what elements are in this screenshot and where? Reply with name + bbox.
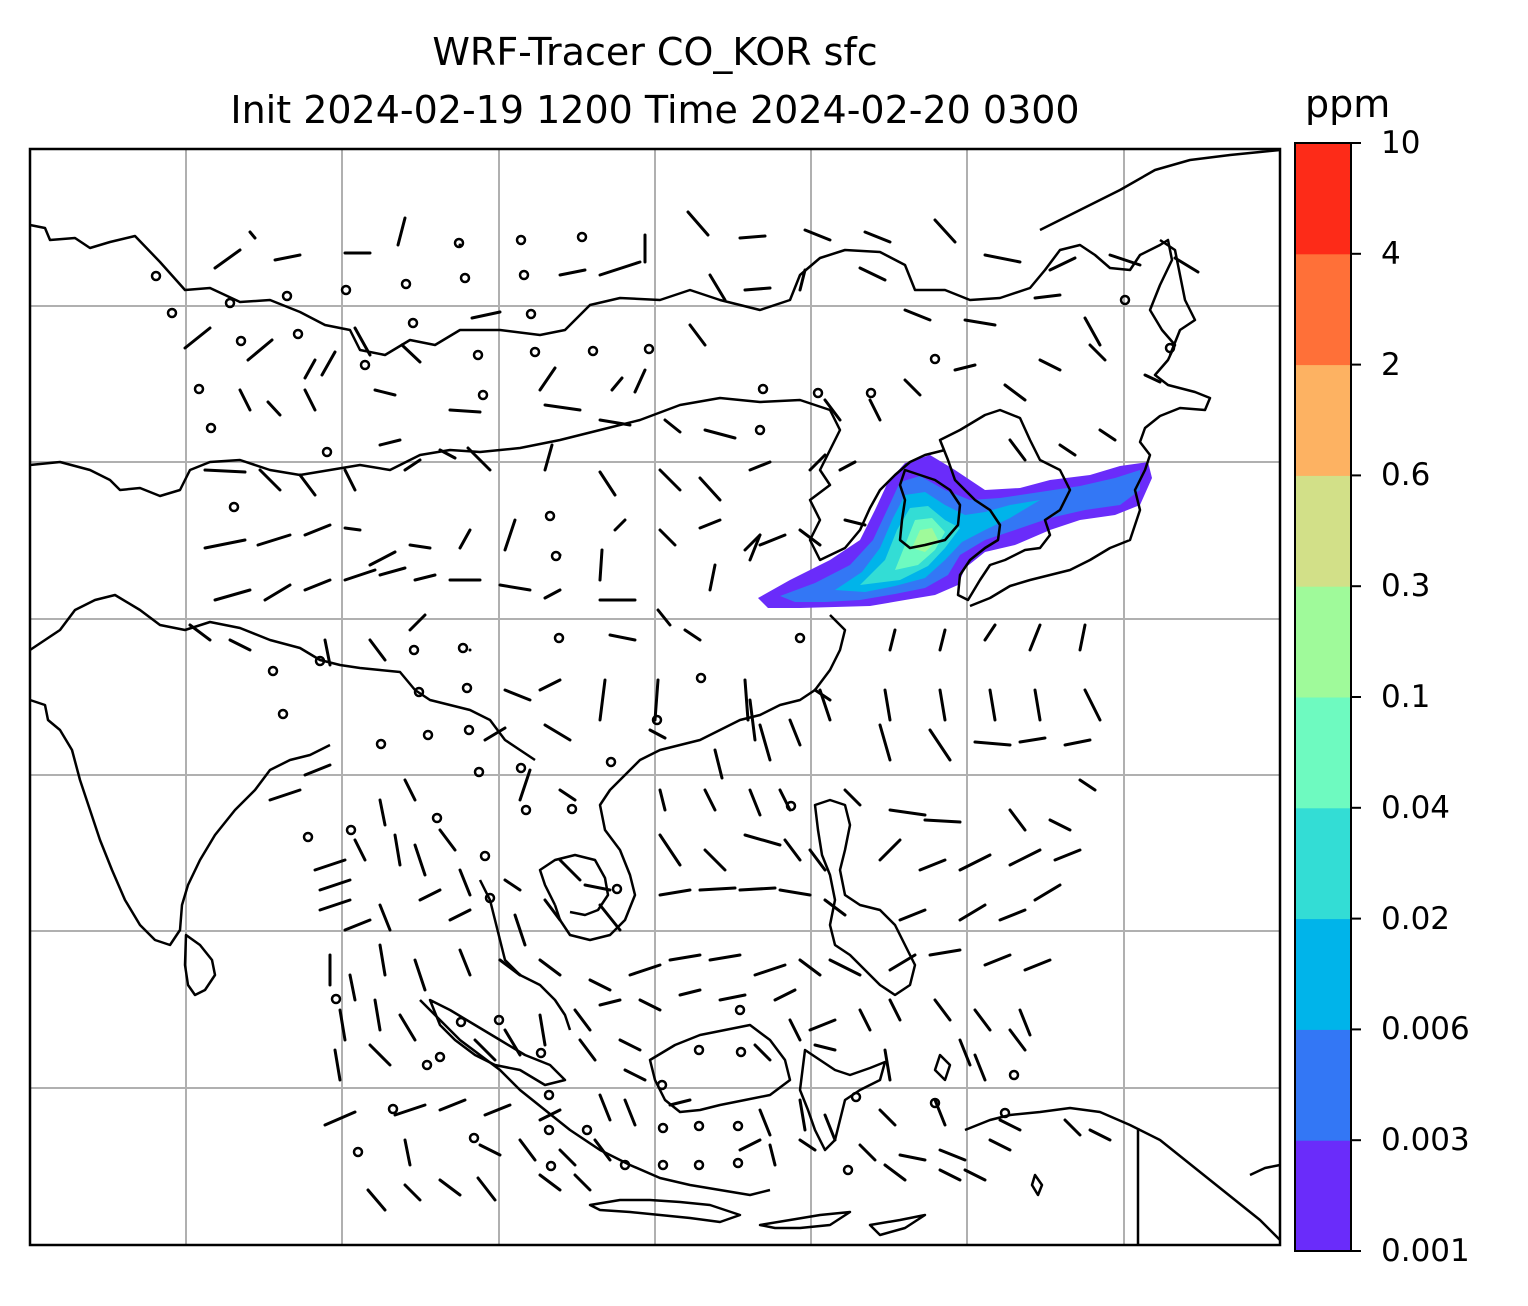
colorbar (1294, 142, 1361, 1252)
colorbar-tick-label: 10 (1381, 125, 1421, 161)
colorbar-segment (1295, 697, 1351, 809)
wind-barbs (183, 210, 1200, 1212)
colorbar-tick-label: 0.3 (1381, 568, 1431, 605)
colorbar-tick-label: 0.003 (1381, 1122, 1470, 1159)
map-subtitle: Init 2024-02-19 1200 Time 2024-02-20 030… (230, 88, 1080, 132)
colorbar-tick-label: 0.02 (1381, 900, 1451, 937)
colorbar-segment (1295, 253, 1351, 366)
map-title: WRF-Tracer CO_KOR sfc (432, 30, 878, 74)
colorbar-segment (1295, 918, 1351, 1030)
coastlines (29, 148, 1281, 1245)
colorbar-segment (1295, 1140, 1351, 1252)
colorbar-segment (1295, 807, 1351, 920)
colorbar-segment (1295, 364, 1351, 476)
colorbar-tick-label: 2 (1381, 346, 1401, 383)
calm-wind-markers (150, 231, 1176, 1176)
colorbar-tick-label: 0.04 (1381, 789, 1451, 826)
colorbar-tick-label: 0.6 (1381, 457, 1431, 494)
colorbar-tick-label: 0.006 (1381, 1011, 1470, 1048)
colorbar-units: ppm (1305, 82, 1391, 126)
colorbar-tick-label: 0.1 (1381, 679, 1431, 715)
colorbar-segment (1295, 1029, 1351, 1141)
colorbar-segment (1295, 475, 1351, 587)
colorbar-tick-label: 0.001 (1381, 1233, 1470, 1269)
colorbar-tick-label: 4 (1381, 235, 1401, 272)
colorbar-segment (1295, 143, 1351, 255)
map-panel (28, 147, 1282, 1247)
colorbar-segment (1295, 586, 1351, 698)
gridlines (30, 149, 1280, 1245)
map-frame (28, 147, 1282, 1247)
